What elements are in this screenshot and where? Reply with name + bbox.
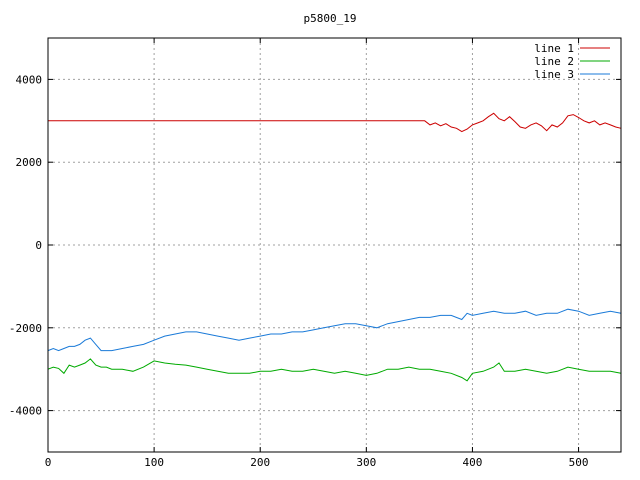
y-tick-label: 4000 [16, 73, 43, 86]
legend-label-3: line 3 [534, 68, 574, 81]
x-tick-label: 500 [569, 456, 589, 469]
x-tick-label: 100 [144, 456, 164, 469]
chart-title: p5800_19 [304, 12, 357, 25]
y-tick-label: 0 [35, 239, 42, 252]
x-tick-label: 400 [463, 456, 483, 469]
x-tick-label: 300 [356, 456, 376, 469]
plot-frame [47, 37, 622, 453]
series-lines [47, 112, 622, 382]
y-tick-label: -4000 [9, 405, 42, 418]
series-line-2 [47, 358, 622, 382]
x-tick-label: 200 [250, 456, 270, 469]
y-tick-label: -2000 [9, 322, 42, 335]
x-tick-label: 0 [45, 456, 52, 469]
legend-label-1: line 1 [534, 42, 574, 55]
legend-label-2: line 2 [534, 55, 574, 68]
series-line-1 [48, 112, 622, 133]
axis-ticks: 0 100 200 300 400 500 -4000 -2000 0 2000 4000 [9, 38, 621, 469]
grid-lines [48, 38, 621, 452]
y-tick-label: 2000 [16, 156, 43, 169]
series-line-3 [47, 308, 622, 352]
